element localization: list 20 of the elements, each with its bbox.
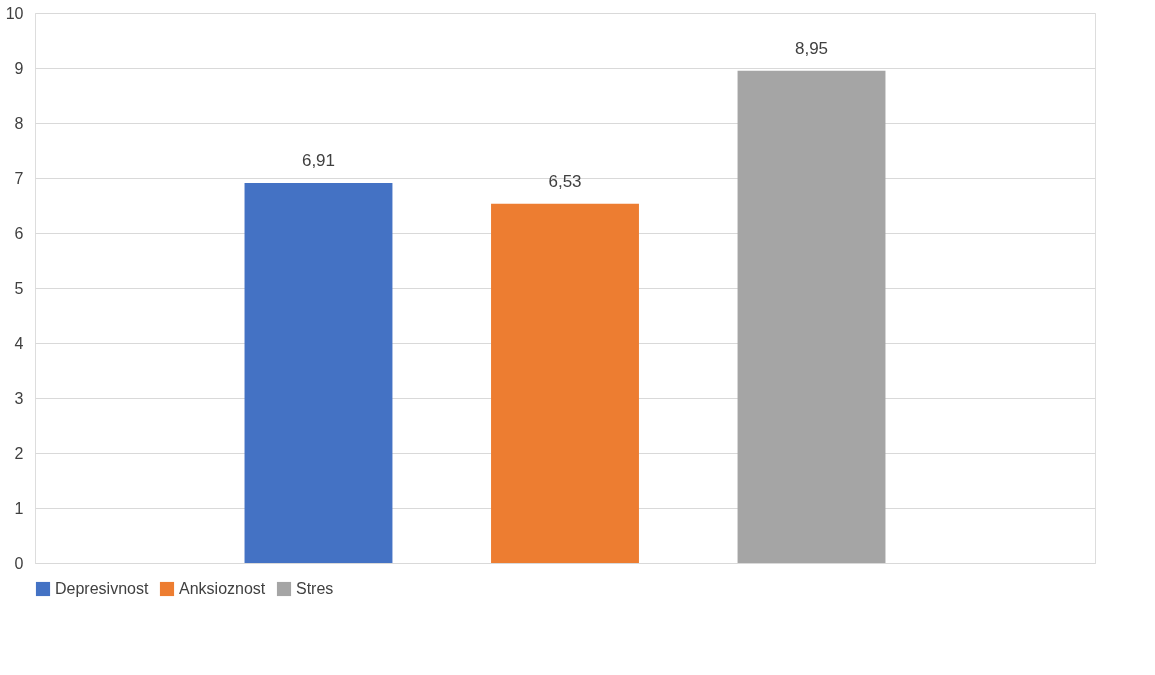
y-tick-label: 6	[14, 224, 24, 242]
data-label: 6,53	[548, 171, 582, 191]
legend-label: Stres	[296, 580, 334, 597]
bar	[244, 182, 393, 563]
legend-label: Anksioznost	[179, 580, 266, 597]
y-tick-label: 5	[14, 279, 24, 297]
y-tick-label: 8	[14, 114, 24, 132]
bar	[491, 203, 639, 563]
y-tick-label: 2	[14, 444, 24, 462]
data-label: 6,91	[301, 150, 336, 170]
data-label: 8,95	[794, 38, 829, 58]
bar	[737, 70, 886, 563]
y-tick-label: 1	[14, 499, 24, 517]
y-tick-label: 3	[14, 389, 24, 407]
legend-label: Depresivnost	[55, 580, 149, 597]
y-tick-label: 0	[14, 554, 24, 572]
y-tick-label: 4	[14, 334, 24, 352]
y-tick-label: 7	[14, 169, 24, 187]
y-tick-label: 9	[14, 59, 24, 77]
y-tick-label: 10	[5, 4, 24, 22]
